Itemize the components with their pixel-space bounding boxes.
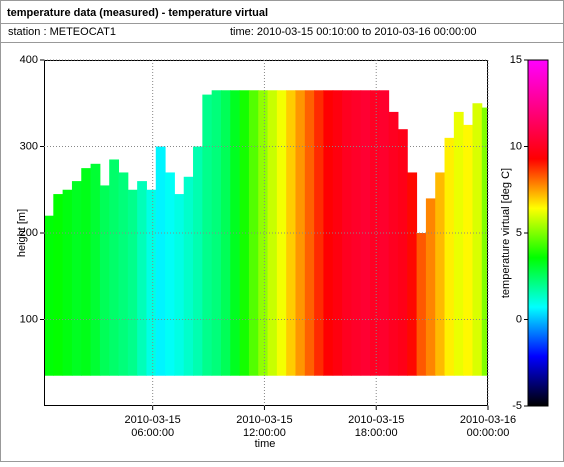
cell-column <box>379 90 390 376</box>
x-tick-label: 06:00:00 <box>131 427 174 439</box>
x-tick-label: 2010-03-15 <box>236 414 292 426</box>
cell-column <box>314 90 324 376</box>
cell-column <box>397 129 408 376</box>
cell-column <box>388 111 399 376</box>
y-tick-label: 300 <box>20 140 38 152</box>
y-tick-label: 400 <box>20 54 38 66</box>
x-tick-label: 2010-03-16 <box>460 414 516 426</box>
cell-column <box>453 111 464 376</box>
cell-column <box>248 90 259 376</box>
y-axis-label: height [m] <box>16 209 28 257</box>
cell-column <box>295 90 306 376</box>
colorbar-tick-label: 5 <box>516 227 522 239</box>
x-tick-label: 12:00:00 <box>243 427 286 439</box>
cell-column <box>155 146 166 376</box>
cell-column <box>472 103 483 376</box>
cell-column <box>425 198 436 376</box>
time-range: time: 2010-03-15 00:10:00 to 2010-03-16 … <box>230 26 476 38</box>
cell-column <box>332 90 343 376</box>
cell-column <box>211 90 222 376</box>
cell-column <box>342 90 352 376</box>
cell-column <box>230 90 241 376</box>
cell-column <box>183 176 194 376</box>
cell-column <box>286 90 296 376</box>
x-tick-label: 18:00:00 <box>355 427 398 439</box>
cell-column <box>193 146 203 376</box>
cell-column <box>323 90 334 376</box>
cell-column <box>90 163 101 376</box>
cell-column <box>99 185 110 376</box>
colorbar-tick-label: 10 <box>510 140 522 152</box>
cell-column <box>304 90 315 376</box>
cell-column <box>137 181 147 376</box>
cell-column <box>165 172 175 376</box>
cell-column <box>109 159 120 376</box>
cell-column <box>127 189 138 376</box>
cell-column <box>407 172 418 376</box>
cell-column <box>118 172 129 376</box>
colorbar-label: temperature virtual [deg C] <box>500 168 512 298</box>
y-tick-label: 200 <box>20 227 38 239</box>
x-tick-label: 00:00:00 <box>467 427 510 439</box>
colorbar-tick-label: 15 <box>510 54 522 66</box>
x-tick-label: 2010-03-15 <box>348 414 404 426</box>
colorbar-tick-label: 0 <box>516 313 522 325</box>
cell-column <box>463 124 473 376</box>
cell-column <box>71 181 82 376</box>
cell-column <box>53 194 64 376</box>
y-tick-label: 100 <box>20 313 38 325</box>
cell-column <box>174 194 185 376</box>
cell-column <box>44 215 54 376</box>
cell-column <box>81 168 92 376</box>
x-axis-label: time <box>255 438 276 450</box>
station: station : METEOCAT1 <box>8 26 116 38</box>
cell-column <box>481 107 488 376</box>
colorbar <box>527 59 549 407</box>
cell-column <box>239 90 250 376</box>
x-tick-label: 2010-03-15 <box>125 414 181 426</box>
cell-column <box>435 172 446 376</box>
cell-column <box>202 94 213 376</box>
cell-column <box>444 137 455 376</box>
cell-column <box>220 90 231 376</box>
cell-column <box>146 189 157 376</box>
cell-column <box>62 189 73 376</box>
cell-column <box>416 233 427 376</box>
colorbar-tick-label: -5 <box>512 400 522 412</box>
chart-title: temperature data (measured) - temperatur… <box>7 7 268 19</box>
